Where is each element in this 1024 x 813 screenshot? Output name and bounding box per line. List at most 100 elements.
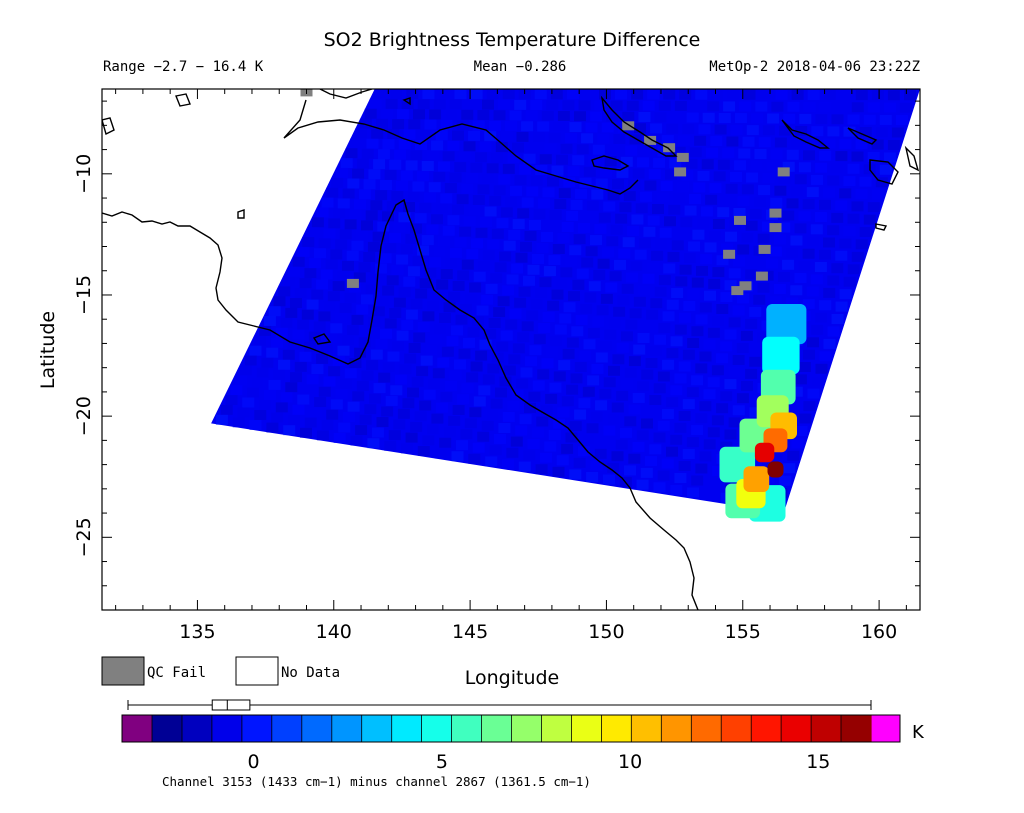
swath-cell (440, 391, 453, 402)
colorbar-cell (271, 715, 303, 742)
swath-cell (798, 162, 811, 173)
swath-cell (681, 170, 694, 181)
swath-cell (814, 262, 827, 272)
swath-cell (657, 371, 670, 382)
qc-fail-pixel (734, 215, 746, 225)
swath-cell (300, 427, 312, 438)
swath-cell (377, 221, 390, 232)
swath-cell (662, 311, 675, 322)
swath-cell (839, 138, 852, 149)
swath-cell (505, 319, 518, 330)
swath-cell (753, 197, 766, 207)
swath-cell (628, 356, 641, 367)
swath-cell (542, 311, 555, 322)
swath-cell (562, 348, 575, 359)
qc-fail-pixel (769, 208, 782, 218)
swath-cell (774, 137, 787, 148)
swath-cell (799, 413, 812, 424)
no-data-swatch (235, 656, 279, 686)
x-tick-label: 160 (861, 621, 897, 643)
colorbar-cell (511, 715, 543, 742)
swath-cell (745, 368, 758, 379)
swath-cell (649, 395, 662, 405)
swath-cell (306, 374, 319, 385)
swath-cell (583, 339, 596, 350)
swath-cell (321, 420, 334, 430)
swath-cell (460, 303, 472, 314)
swath-cell (494, 434, 506, 445)
swath-cell (355, 425, 368, 436)
swath-cell (385, 98, 398, 109)
swath-cell (728, 417, 741, 428)
swath-cell (622, 111, 635, 122)
swath-cell (631, 214, 644, 225)
swath-cell (823, 187, 836, 198)
swath-cell (790, 285, 803, 296)
swath-cell (823, 287, 836, 298)
coastline-layer (102, 89, 920, 610)
swath-cell (695, 413, 708, 424)
swath-cell (449, 99, 462, 110)
swath-cell (375, 339, 388, 350)
swath-cell (847, 264, 860, 275)
y-tick-label: −20 (73, 396, 95, 436)
swath-cell (384, 440, 397, 451)
swath-cell (759, 89, 772, 100)
swath-cell (342, 335, 355, 346)
swath-cell (356, 304, 369, 315)
swath-cell (452, 281, 465, 291)
swath-cell (417, 99, 430, 110)
swath-cell (405, 233, 418, 244)
swath-cell (403, 202, 415, 212)
swath-cell (807, 388, 820, 399)
swath-cell (604, 156, 617, 167)
swath-cell (737, 244, 750, 255)
swath-cell (720, 441, 733, 452)
swath-cell (445, 258, 458, 269)
swath-cell (790, 186, 803, 197)
swath-cell (339, 303, 352, 313)
swath-cell (500, 131, 513, 142)
swath-cell (318, 238, 331, 249)
swath-cell (540, 452, 552, 463)
plot-frame (101, 88, 921, 611)
swath-cell (433, 99, 446, 110)
swath-cell (505, 121, 517, 131)
coastline-png-south (283, 99, 639, 195)
swath-cell (309, 258, 322, 269)
swath-cell (569, 245, 582, 256)
swath-cell (736, 393, 749, 404)
swath-cell (673, 146, 686, 157)
qc-fail-pixel (674, 167, 687, 177)
anomaly-point (766, 304, 807, 345)
swath-cell (220, 404, 233, 415)
swath-cell (802, 248, 815, 259)
swath-cell (506, 447, 519, 458)
swath-cell (587, 328, 600, 338)
swath-cell (773, 284, 786, 294)
swath-cell (666, 397, 679, 408)
swath-cell (725, 183, 738, 194)
swath-cell (465, 99, 478, 110)
swath-cell (528, 143, 541, 153)
swath-cell (708, 230, 721, 241)
swath-cell (689, 147, 702, 158)
swath-cell (770, 448, 783, 459)
swath-cell (568, 291, 580, 302)
swath-cell (736, 343, 749, 353)
swath-cell (346, 250, 359, 261)
swath-cell (588, 281, 601, 292)
swath-cell (478, 385, 491, 396)
swath-cell (557, 407, 570, 418)
swath-cell (549, 382, 562, 393)
swath-cell (266, 347, 279, 358)
swath-cell (794, 174, 807, 185)
swath-cell (620, 379, 633, 390)
swath-cell (645, 358, 658, 368)
swath-cell (732, 305, 745, 316)
swath-cell (452, 130, 464, 141)
swath-cell (537, 369, 550, 380)
colorbar-cell (691, 715, 722, 742)
swath-cell (641, 321, 654, 332)
coastline-new-britain (591, 155, 630, 171)
